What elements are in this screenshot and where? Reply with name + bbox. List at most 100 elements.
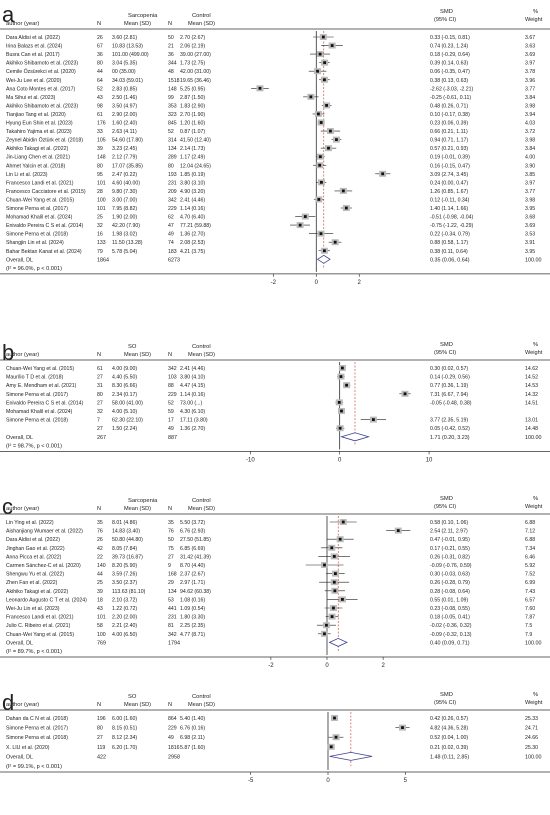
header-group2: Control <box>192 498 211 504</box>
study-mean-sd-1: 17.07 (35.85) <box>112 163 143 169</box>
study-smd-ci: 1.40 (1.14, 1.66) <box>430 206 468 212</box>
study-mean-sd-1: 8.15 (0.51) <box>112 726 137 732</box>
study-n1: 58 <box>97 623 103 629</box>
study-author: Jinghan Gao et al. (2022) <box>6 546 65 552</box>
header-group2: Control <box>192 694 211 700</box>
header-weight: % <box>533 496 538 502</box>
study-mean-sd-1: 14.83 (3.40) <box>112 529 140 535</box>
study-author: Simone Perna et al. (2018) <box>6 418 68 424</box>
study-point-estimate <box>323 632 326 636</box>
study-point-estimate <box>318 155 322 159</box>
study-smd-ci: 0.18 (-0.29, 0.64) <box>430 52 470 58</box>
study-point-estimate <box>396 529 400 532</box>
study-author: Ma Sihui et al. (2023) <box>6 95 56 101</box>
study-point-estimate <box>333 589 337 593</box>
study-smd-ci: 0.23 (-0.08, 0.55) <box>430 606 470 612</box>
study-mean-sd-1: 2.83 (0.85) <box>112 86 137 92</box>
study-mean-sd-2: 4.77 (8.71) <box>180 632 205 638</box>
study-mean-sd-2: 2.08 (2.53) <box>180 240 205 246</box>
overall-diamond <box>340 432 370 442</box>
study-point-estimate <box>341 189 345 193</box>
study-author: Simone Perna et al. (2017) <box>6 392 68 398</box>
overall-n2: 6273 <box>168 257 180 263</box>
study-point-estimate <box>371 418 375 421</box>
study-n1: 105 <box>97 138 106 144</box>
study-n2: 103 <box>168 375 177 381</box>
study-weight: 3.98 <box>525 103 535 109</box>
forest-panel-b: b SO Mean (SD) Control Mean (SD) author (year… <box>0 340 550 463</box>
study-author: Wei-Ju Lin et al. (2023) <box>6 606 60 612</box>
study-mean-sd-1: 1.98 (3.02) <box>112 232 137 238</box>
study-mean-sd-2: 4.90 (3.20) <box>180 189 205 195</box>
study-weight: 7.9 <box>525 632 532 638</box>
study-smd-ci: 0.21 (0.02, 0.39) <box>430 745 468 751</box>
study-author: Julio C. Ribeiro et al. (2021) <box>6 623 71 629</box>
header-group2-sub: Mean (SD) <box>188 506 215 512</box>
study-mean-sd-2: 1.73 (2.75) <box>180 61 205 67</box>
study-point-estimate <box>330 615 334 618</box>
study-mean-sd-1: 7.95 (8.82) <box>112 206 137 212</box>
study-smd-ci: 0.74 (0.23, 1.24) <box>430 44 468 50</box>
study-n2: 21 <box>168 44 174 50</box>
overall-smd-ci: 0.35 (0.06, 0.64) <box>430 257 470 263</box>
study-author: Akihiko Takagi et al. (2022) <box>6 589 68 595</box>
study-mean-sd-2: 94.62 (60.38) <box>180 589 211 595</box>
study-author: Simone Perna et al. (2018) <box>6 735 68 741</box>
study-mean-sd-2: 8.70 (4.40) <box>180 563 205 569</box>
header-author: author (year) <box>6 21 39 27</box>
study-weight: 4.03 <box>525 121 535 127</box>
study-smd-ci: 0.06 (-0.35, 0.47) <box>430 69 470 75</box>
study-weight: 5.92 <box>525 563 535 569</box>
study-smd-ci: 0.23 (0.06, 0.39) <box>430 121 468 127</box>
study-mean-sd-1: 4.60 (40.00) <box>112 180 140 186</box>
study-mean-sd-1: 2.10 (3.72) <box>112 597 137 603</box>
study-smd-ci: -0.05 (-0.48, 0.38) <box>430 400 472 406</box>
study-smd-ci: 2.54 (2.11, 2.97) <box>430 529 468 535</box>
study-weight: 3.98 <box>525 138 535 144</box>
study-weight: 6.46 <box>525 554 535 560</box>
study-mean-sd-1: 2.34 (0.17) <box>112 392 137 398</box>
header-smd: SMD <box>440 342 453 348</box>
study-smd-ci: 0.22 (-0.34, 0.79) <box>430 232 470 238</box>
study-n2: 342 <box>168 632 177 638</box>
study-n1: 176 <box>97 121 106 127</box>
study-weight: 14.53 <box>525 383 538 389</box>
study-n1: 80 <box>97 392 103 398</box>
study-n1: 119 <box>97 745 105 751</box>
study-n2: 314 <box>168 138 177 144</box>
study-n1: 32 <box>97 409 103 415</box>
study-author: Irina Balazs et al. (2024) <box>6 44 62 50</box>
study-smd-ci: -0.09 (-0.32, 0.13) <box>430 632 472 638</box>
study-n1: 76 <box>97 529 103 535</box>
study-n2: 323 <box>168 112 177 118</box>
study-weight: 3.95 <box>525 249 535 255</box>
study-weight: 7.12 <box>525 529 535 535</box>
heterogeneity-stat: (I² = 89.7%, p < 0.001) <box>6 649 62 655</box>
study-n1: 44 <box>97 572 103 578</box>
header-weight-sub: Weight <box>525 350 543 356</box>
study-mean-sd-2: 1.85 (0.19) <box>180 172 205 178</box>
study-weight: 24.66 <box>525 735 538 741</box>
study-smd-ci: 0.28 (-0.08, 0.64) <box>430 589 470 595</box>
study-n2: 209 <box>168 189 177 195</box>
study-point-estimate <box>325 104 328 107</box>
study-author: Chuan-Wei Yang et al. (2015) <box>6 366 74 372</box>
overall-label: Overall, DL <box>6 435 33 441</box>
axis-tick-label: 0 <box>315 280 319 286</box>
study-mean-sd-2: 19.65 (36.46) <box>180 78 211 84</box>
study-mean-sd-2: 4.21 (3.75) <box>180 249 205 255</box>
header-author: author (year) <box>6 506 39 512</box>
study-point-estimate <box>325 623 328 627</box>
study-n2: 134 <box>168 146 177 152</box>
study-author: Ahmet Yalcin et al. (2018) <box>6 163 65 169</box>
study-mean-sd-2: 4.47 (4.15) <box>180 383 205 389</box>
study-mean-sd-1: 2.47 (0.22) <box>112 172 137 178</box>
study-author: Lin Ying et al. (2022) <box>6 520 54 526</box>
header-n2: N <box>168 702 172 708</box>
study-n2: 845 <box>168 121 177 127</box>
study-point-estimate <box>317 198 321 201</box>
header-group1: SO <box>128 344 137 350</box>
study-n2: 229 <box>168 392 177 398</box>
study-smd-ci: 0.52 (0.04, 1.00) <box>430 735 468 741</box>
study-weight: 25.33 <box>525 716 538 722</box>
